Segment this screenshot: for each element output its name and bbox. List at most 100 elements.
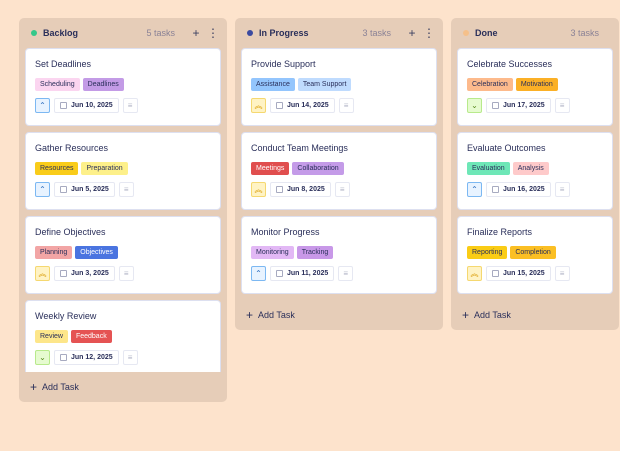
due-date[interactable]: Jun 17, 2025 <box>486 98 551 113</box>
add-icon[interactable]: + <box>192 26 200 40</box>
chevron-down-icon[interactable]: ⌄ <box>467 98 482 113</box>
add-task-label: Add Task <box>474 310 511 320</box>
calendar-icon <box>492 102 499 109</box>
task-card[interactable]: Weekly Review Review Feedback ⌄ Jun 12, 2… <box>25 300 221 372</box>
column-title: Done <box>475 28 498 38</box>
status-dot <box>463 30 469 36</box>
column-backlog: Backlog 5 tasks + ⋮ Set Deadlines Schedul… <box>19 18 227 402</box>
tag: Meetings <box>251 162 290 175</box>
status-dot <box>31 30 37 36</box>
notes-icon[interactable]: ≡ <box>334 182 350 197</box>
calendar-icon <box>276 270 283 277</box>
notes-icon[interactable]: ≡ <box>338 266 354 281</box>
task-title: Gather Resources <box>35 143 109 153</box>
tag-list: Scheduling Deadlines <box>35 78 211 91</box>
due-date-text: Jun 17, 2025 <box>503 102 545 109</box>
double-chevron-up-icon[interactable]: ︽ <box>251 98 266 113</box>
tag-list: Monitoring Tracking <box>251 246 427 259</box>
tag: Resources <box>35 162 79 175</box>
chevron-down-icon[interactable]: ⌄ <box>35 350 50 365</box>
task-card[interactable]: Monitor Progress Monitoring Tracking ⌃ Ju… <box>241 216 437 294</box>
due-date-text: Jun 16, 2025 <box>503 186 545 193</box>
column-header: Backlog 5 tasks + ⋮ <box>19 18 227 48</box>
chevron-up-icon[interactable]: ⌃ <box>35 182 50 197</box>
tag: Monitoring <box>251 246 294 259</box>
calendar-icon <box>276 186 283 193</box>
task-title: Evaluate Outcomes <box>467 143 546 153</box>
add-task-button[interactable]: + Add Task <box>235 300 443 330</box>
add-task-button[interactable]: + Add Task <box>19 372 227 402</box>
calendar-icon <box>60 102 67 109</box>
notes-icon[interactable]: ≡ <box>554 182 570 197</box>
tag-list: Meetings Collaboration <box>251 162 427 175</box>
double-chevron-up-icon[interactable]: ︽ <box>251 182 266 197</box>
task-card[interactable]: Gather Resources Resources Preparation ⌃ … <box>25 132 221 210</box>
calendar-icon <box>60 186 67 193</box>
chevron-up-icon[interactable]: ⌃ <box>35 98 50 113</box>
due-date[interactable]: Jun 5, 2025 <box>54 182 115 197</box>
tag: Celebration <box>467 78 513 91</box>
task-card[interactable]: Provide Support Assistance Team Support ︽… <box>241 48 437 126</box>
more-options-icon[interactable]: ⋮ <box>423 26 435 40</box>
plus-icon: + <box>246 308 254 322</box>
tag: Team Support <box>297 78 352 91</box>
due-date-text: Jun 11, 2025 <box>287 270 329 277</box>
calendar-icon <box>492 270 499 277</box>
column-header: In Progress 3 tasks + ⋮ <box>235 18 443 48</box>
tag: Tracking <box>296 246 334 259</box>
add-task-label: Add Task <box>42 382 79 392</box>
task-card[interactable]: Finalize Reports Reporting Completion ︽ J… <box>457 216 613 294</box>
tag: Deadlines <box>82 78 124 91</box>
task-card[interactable]: Celebrate Successes Celebration Motivatio… <box>457 48 613 126</box>
tag: Planning <box>35 246 73 259</box>
task-list[interactable]: Provide Support Assistance Team Support ︽… <box>235 48 443 300</box>
task-title: Set Deadlines <box>35 59 92 69</box>
add-task-button[interactable]: + Add Task <box>451 300 619 330</box>
tag-list: Planning Objectives <box>35 246 211 259</box>
notes-icon[interactable]: ≡ <box>118 266 134 281</box>
task-count: 3 tasks <box>362 28 391 38</box>
task-title: Weekly Review <box>35 311 97 321</box>
column-title: In Progress <box>259 28 309 38</box>
notes-icon[interactable]: ≡ <box>554 98 570 113</box>
task-title: Monitor Progress <box>251 227 320 237</box>
notes-icon[interactable]: ≡ <box>554 266 570 281</box>
due-date[interactable]: Jun 14, 2025 <box>270 98 335 113</box>
due-date[interactable]: Jun 15, 2025 <box>486 266 551 281</box>
column-in-progress: In Progress 3 tasks + ⋮ Provide Support A… <box>235 18 443 330</box>
notes-icon[interactable]: ≡ <box>122 98 138 113</box>
task-card[interactable]: Evaluate Outcomes Evaluation Analysis ⌃ J… <box>457 132 613 210</box>
chevron-up-icon[interactable]: ⌃ <box>467 182 482 197</box>
tag: Completion <box>510 246 556 259</box>
due-date[interactable]: Jun 16, 2025 <box>486 182 551 197</box>
due-date-text: Jun 12, 2025 <box>71 354 113 361</box>
notes-icon[interactable]: ≡ <box>118 182 134 197</box>
notes-icon[interactable]: ≡ <box>338 98 354 113</box>
tag-list: Assistance Team Support <box>251 78 427 91</box>
task-list[interactable]: Set Deadlines Scheduling Deadlines ⌃ Jun … <box>19 48 227 372</box>
tag: Reporting <box>467 246 508 259</box>
due-date[interactable]: Jun 8, 2025 <box>270 182 331 197</box>
column-header: Done 3 tasks <box>451 18 619 48</box>
tag-list: Evaluation Analysis <box>467 162 603 175</box>
double-chevron-up-icon[interactable]: ︽ <box>35 266 50 281</box>
tag-list: Reporting Completion <box>467 246 603 259</box>
notes-icon[interactable]: ≡ <box>122 350 138 365</box>
more-options-icon[interactable]: ⋮ <box>207 26 219 40</box>
due-date[interactable]: Jun 10, 2025 <box>54 98 119 113</box>
tag: Preparation <box>81 162 128 175</box>
tag: Scheduling <box>35 78 80 91</box>
task-card[interactable]: Define Objectives Planning Objectives ︽ J… <box>25 216 221 294</box>
tag-list: Celebration Motivation <box>467 78 603 91</box>
due-date[interactable]: Jun 11, 2025 <box>270 266 335 281</box>
tag: Motivation <box>515 78 558 91</box>
chevron-up-icon[interactable]: ⌃ <box>251 266 266 281</box>
task-card[interactable]: Set Deadlines Scheduling Deadlines ⌃ Jun … <box>25 48 221 126</box>
add-icon[interactable]: + <box>408 26 416 40</box>
due-date[interactable]: Jun 12, 2025 <box>54 350 119 365</box>
plus-icon: + <box>30 380 38 394</box>
double-chevron-up-icon[interactable]: ︽ <box>467 266 482 281</box>
due-date[interactable]: Jun 3, 2025 <box>54 266 115 281</box>
task-card[interactable]: Conduct Team Meetings Meetings Collaborat… <box>241 132 437 210</box>
task-list[interactable]: Celebrate Successes Celebration Motivatio… <box>451 48 619 300</box>
